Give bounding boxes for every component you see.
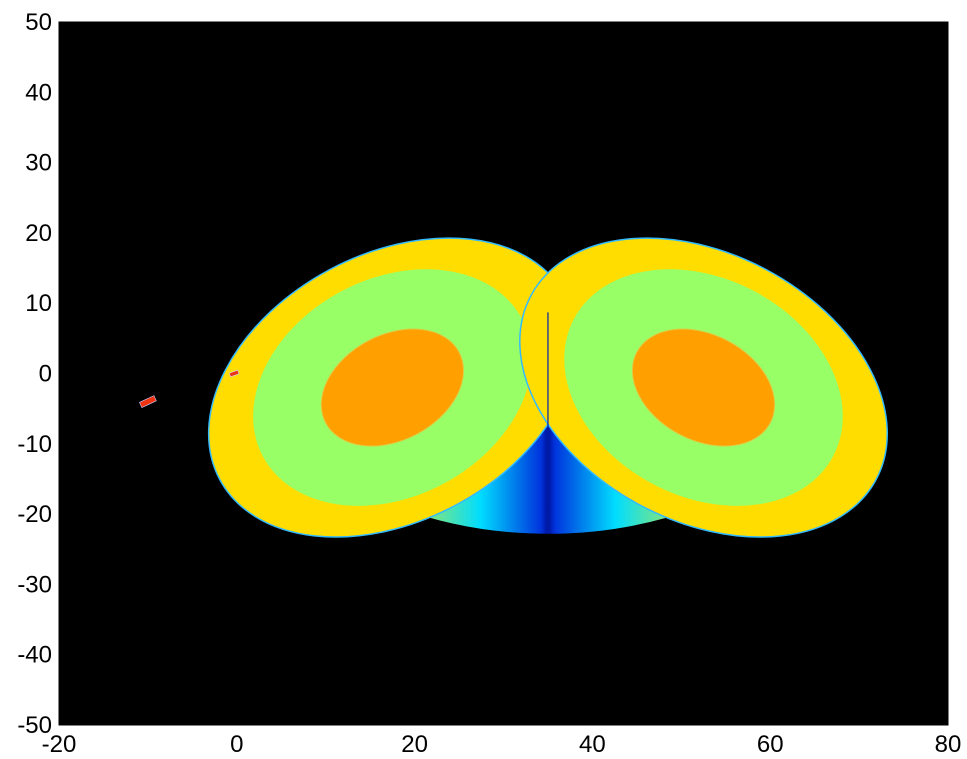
plot-frame	[58, 21, 949, 726]
y-tick-label: 0	[39, 361, 52, 388]
y-tick-label: 30	[25, 150, 52, 177]
right-lobe	[519, 237, 888, 538]
x-tick-label: 40	[579, 731, 606, 758]
x-tick-label: 60	[757, 731, 784, 758]
y-tick-label: 50	[25, 9, 52, 36]
right-inner-core	[631, 328, 776, 447]
x-axis: -20 0 20 40 60 80	[42, 718, 962, 758]
y-tick-label: -10	[17, 431, 52, 458]
y-tick-label: -40	[17, 642, 52, 669]
left-inner-core	[320, 328, 465, 447]
y-tick-label: 40	[25, 79, 52, 106]
y-tick-label: -50	[17, 712, 52, 739]
x-tick-label: 80	[935, 731, 962, 758]
y-tick-label: -30	[17, 571, 52, 598]
x-tick-label: 20	[401, 731, 428, 758]
y-tick-label: 20	[25, 220, 52, 247]
left-lobe	[207, 237, 577, 538]
small-patch-1	[228, 369, 240, 378]
y-tick-label: 10	[25, 290, 52, 317]
x-tick-label: 0	[230, 731, 243, 758]
x-tick-label: -20	[42, 731, 77, 758]
y-axis: 50 40 30 20 10 0 -10 -20 -30 -40 -50	[17, 9, 66, 739]
small-patch-0	[139, 395, 157, 408]
y-tick-label: -20	[17, 501, 52, 528]
